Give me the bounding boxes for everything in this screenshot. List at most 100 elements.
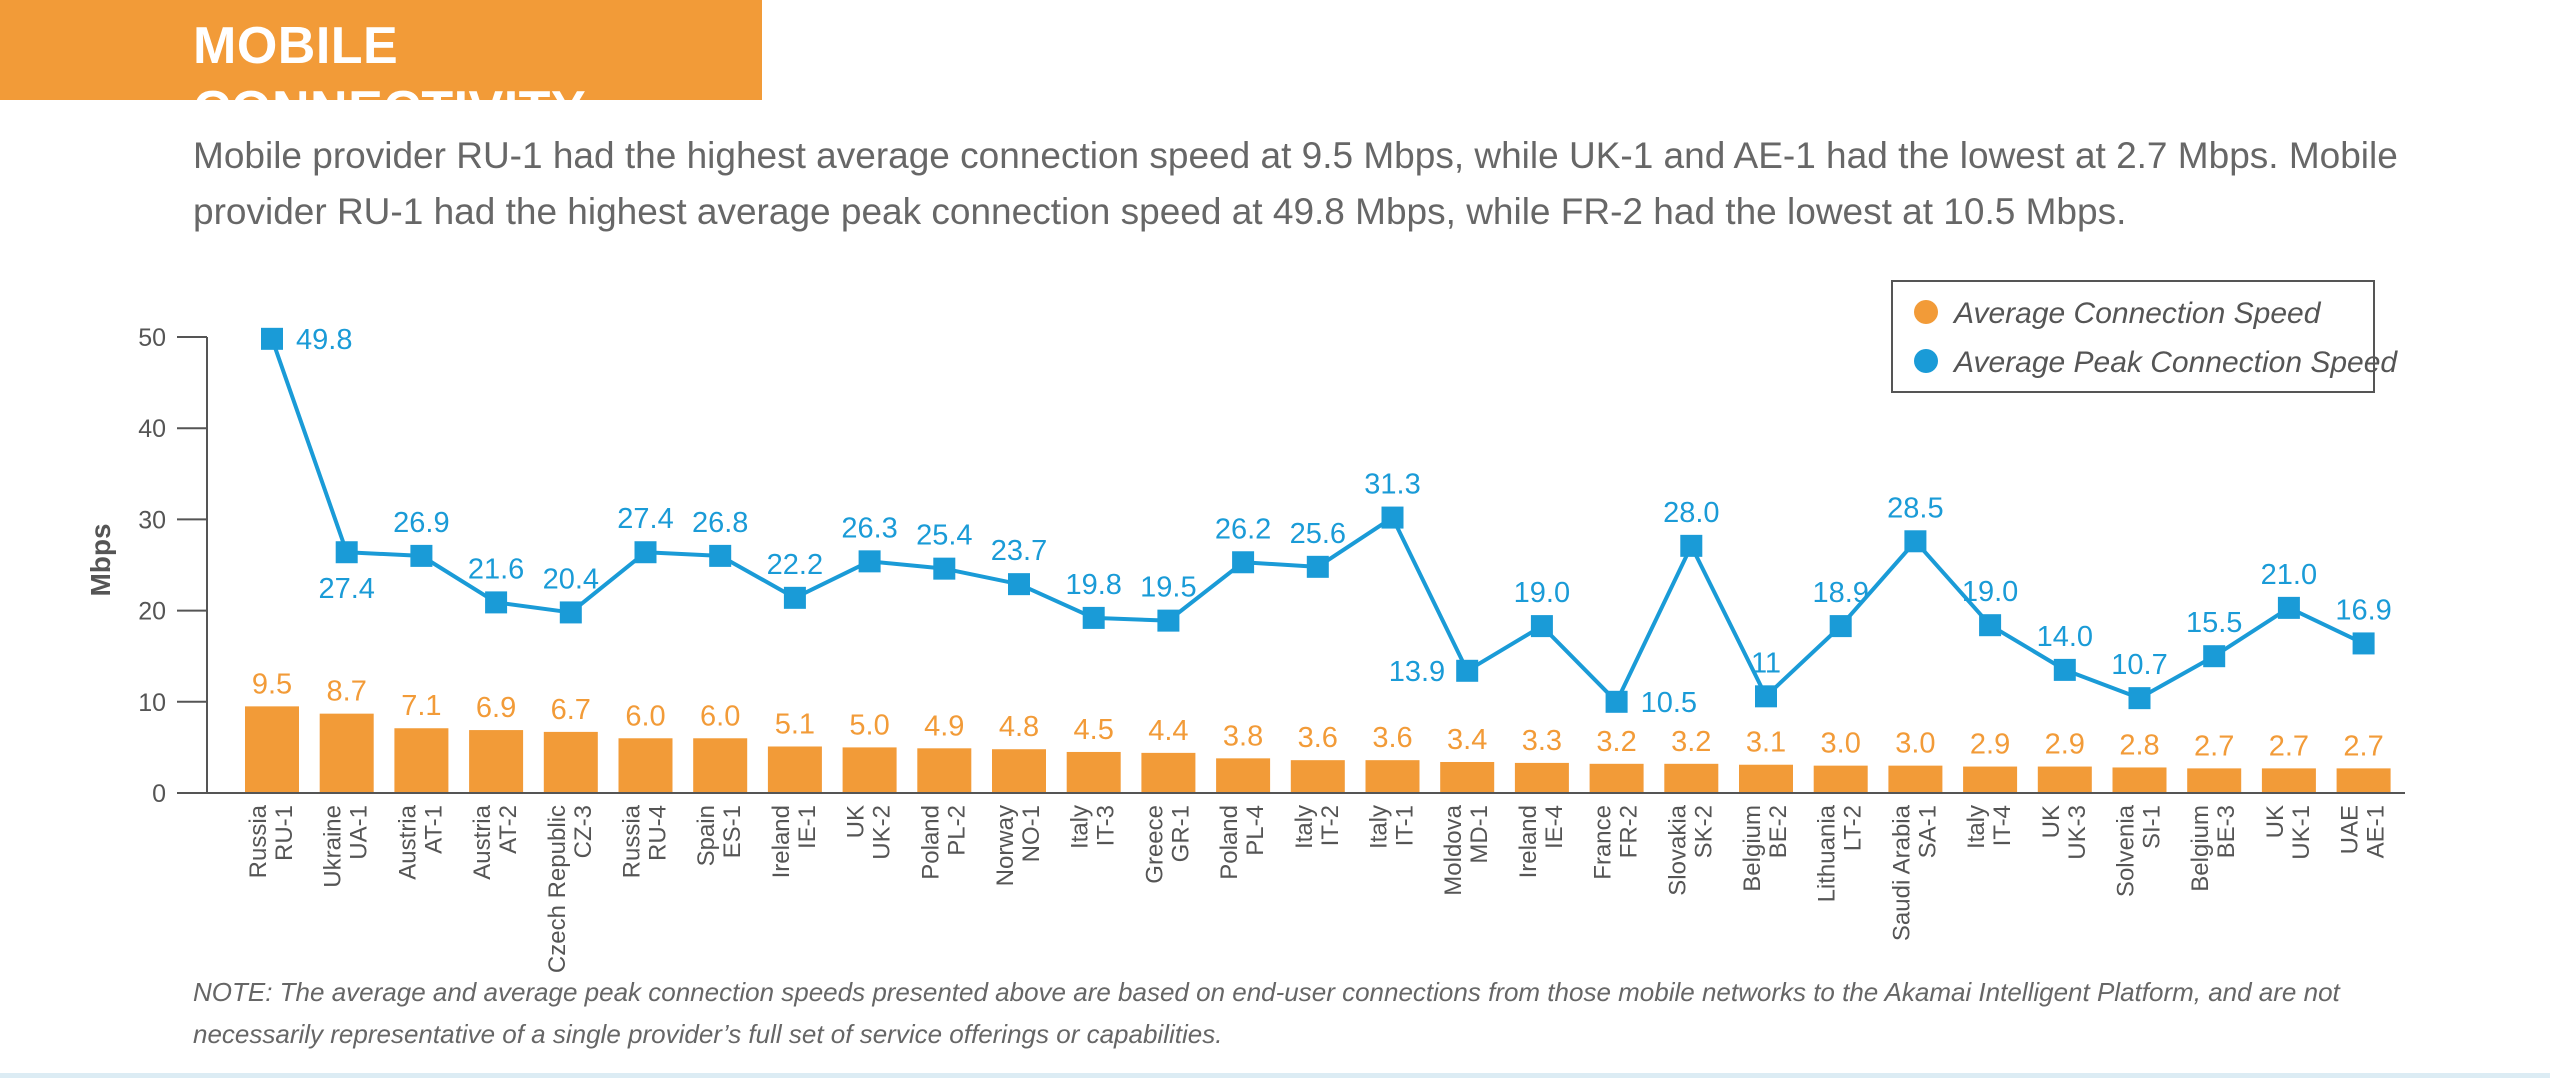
x-tick-label: Belgium BE-3: [2187, 805, 2240, 892]
x-tick-code: PL-4: [1242, 805, 1269, 856]
x-tick-country: Moldova: [1440, 804, 1467, 895]
x-tick-country: Austria: [469, 804, 496, 879]
x-tick-country: Ireland: [768, 805, 795, 878]
peak-marker-si-1: [2128, 687, 2151, 710]
x-tick-code: IE-4: [1541, 805, 1568, 849]
bar-es-1: [693, 738, 748, 793]
y-tick-label: 20: [138, 598, 166, 626]
x-tick-label: Austria AT-1: [394, 804, 447, 879]
peak-value-label: 13.9: [1389, 656, 1445, 688]
peak-value-label: 49.8: [296, 324, 352, 356]
peak-value-label: 20.4: [543, 563, 599, 595]
x-tick-code: AE-1: [2363, 805, 2390, 858]
peak-marker-be-2: [1755, 685, 1777, 708]
x-tick-label: Belgium BE-2: [1739, 805, 1792, 892]
peak-value-label: 19.0: [1962, 576, 2018, 608]
bar-ae-1: [2336, 768, 2391, 793]
peak-value-label: 10.7: [2111, 649, 2167, 681]
peak-marker-ie-4: [1530, 615, 1553, 638]
bar-uk-3: [2037, 766, 2092, 793]
bar-value-label: 2.7: [2343, 730, 2383, 762]
peak-value-label: 25.4: [916, 520, 972, 552]
bar-value-label: 3.1: [1746, 727, 1786, 759]
bar-value-label: 5.1: [775, 708, 815, 740]
bar-it-4: [1963, 766, 2018, 793]
peak-value-label: 10.5: [1641, 687, 1697, 719]
x-tick-label: Ireland IE-4: [1515, 805, 1568, 878]
peak-value-label: 11: [1751, 647, 1781, 679]
x-tick-code: IE-1: [794, 805, 821, 849]
peak-value-label: 19.8: [1065, 569, 1121, 601]
x-tick-label: Ireland IE-1: [768, 805, 821, 878]
bar-uk-2: [842, 747, 897, 793]
peak-marker-es-1: [709, 544, 732, 567]
bar-value-label: 3.0: [1895, 728, 1935, 760]
bar-cz-3: [543, 731, 598, 793]
bar-sk-2: [1664, 763, 1719, 793]
bar-value-label: 3.2: [1671, 726, 1711, 758]
x-tick-country: Ireland: [1515, 805, 1542, 878]
peak-marker-uk-3: [2053, 658, 2076, 681]
bar-ie-4: [1514, 762, 1569, 793]
bar-value-label: 3.2: [1596, 726, 1636, 758]
bar-sa-1: [1888, 765, 1943, 793]
peak-value-label: 25.6: [1290, 518, 1346, 550]
bar-ru-4: [618, 738, 673, 793]
legend: Average Connection Speed Average Peak Co…: [1891, 280, 2398, 393]
legend-swatch-peak: [1914, 349, 1938, 373]
peak-marker-fr-2: [1605, 690, 1628, 713]
y-tick-label: 30: [138, 506, 166, 534]
x-tick-label: Italy IT-4: [1963, 805, 2016, 849]
bar-value-label: 4.9: [924, 710, 964, 742]
x-tick-code: UK-2: [869, 805, 896, 860]
peak-marker-lt-2: [1829, 615, 1852, 638]
y-tick-label: 10: [138, 689, 166, 717]
bar-value-label: 2.7: [2194, 730, 2234, 762]
bar-be-3: [2187, 768, 2242, 793]
x-tick-label: Austria AT-2: [469, 804, 522, 879]
bar-value-label: 3.3: [1522, 725, 1562, 757]
bottom-divider: [0, 1073, 2550, 1078]
peak-marker-be-3: [2203, 645, 2226, 668]
x-tick-code: ES-1: [719, 805, 746, 858]
x-tick-label: Saudi Arabia SA-1: [1888, 804, 1941, 941]
x-tick-country: Czech Republic: [544, 805, 571, 973]
bar-gr-1: [1141, 752, 1196, 793]
x-tick-label: Greece GR-1: [1141, 805, 1194, 884]
x-tick-code: UK-1: [2288, 805, 2315, 860]
peak-value-label: 31.3: [1364, 469, 1420, 501]
bar-series-average: [245, 706, 2391, 793]
x-tick-label: Slovakia SK-2: [1664, 804, 1717, 895]
peak-marker-pl-4: [1232, 551, 1255, 574]
x-tick-label: UK UK-3: [2038, 805, 2091, 860]
bar-value-label: 6.0: [625, 700, 665, 732]
peak-value-label: 26.9: [393, 507, 449, 539]
peak-marker-at-1: [410, 544, 433, 567]
x-tick-country: Russia: [245, 804, 272, 878]
x-tick-label: Ukraine UA-1: [320, 805, 373, 888]
x-tick-country: UK: [2262, 805, 2289, 838]
bar-si-1: [2112, 767, 2167, 793]
x-tick-country: UAE: [2337, 805, 2364, 854]
bar-value-label: 2.7: [2269, 730, 2309, 762]
x-tick-country: Lithuania: [1814, 804, 1841, 902]
x-tick-label: Lithuania LT-2: [1814, 804, 1867, 902]
bar-value-label: 3.6: [1298, 722, 1338, 754]
x-tick-code: SK-2: [1690, 805, 1717, 858]
x-tick-country: Slovakia: [1664, 804, 1691, 895]
bar-be-2: [1739, 764, 1793, 793]
x-tick-code: PL-2: [943, 805, 970, 856]
peak-value-label: 28.5: [1887, 492, 1943, 524]
x-tick-code: GR-1: [1167, 805, 1194, 862]
peak-value-label: 15.5: [2186, 607, 2242, 639]
peak-value-label: 27.4: [617, 503, 673, 535]
x-tick-country: Solvenia: [2113, 804, 2140, 897]
peak-marker-pl-2: [933, 557, 956, 580]
y-tick-label: 40: [138, 415, 166, 443]
x-tick-code: NO-1: [1018, 805, 1045, 862]
peak-value-label: 18.9: [1812, 577, 1868, 609]
legend-swatch-average: [1914, 300, 1938, 324]
peak-marker-ua-1: [335, 541, 358, 564]
x-tick-label: UAE AE-1: [2337, 805, 2390, 858]
x-tick-country: Norway: [992, 805, 1019, 886]
